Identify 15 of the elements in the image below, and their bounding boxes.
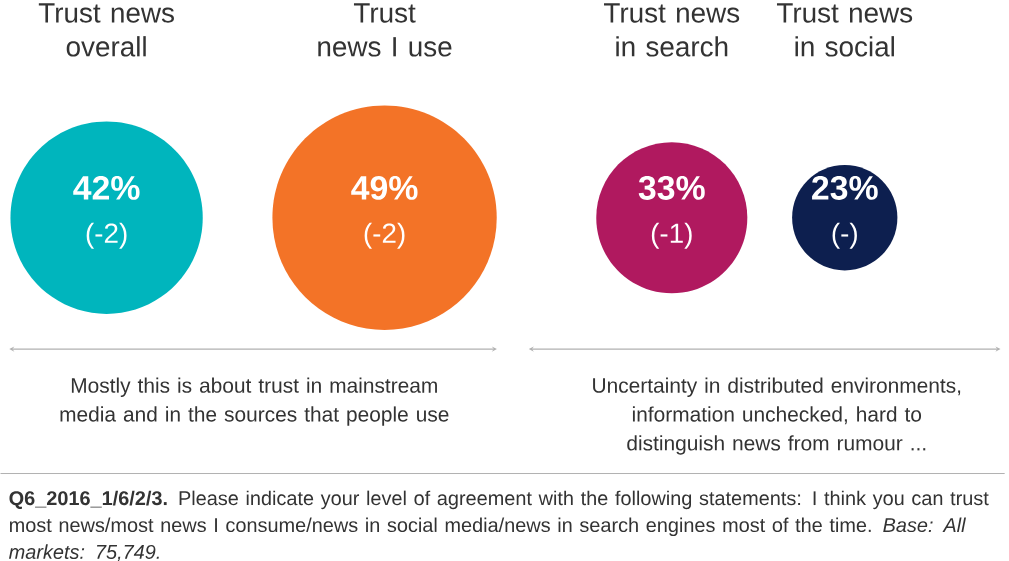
category-label: Trust news in social: [776, 3, 913, 57]
category-label: Trust news overall: [38, 3, 174, 57]
text: Mostly this is about trust in mainstream media and in the sources that people use: [60, 377, 449, 426]
data-label: 23%: [812, 175, 878, 200]
data-label: 42%: [73, 175, 140, 200]
category-label: Trust news I use: [318, 3, 452, 57]
data-label: 33%: [638, 175, 705, 200]
text: (-1): [651, 222, 692, 249]
text: (-2): [86, 222, 127, 249]
text: Uncertainty in distributed environments, information unchecked, hard to distinguish news from rumour ...: [593, 377, 961, 455]
text: (-): [832, 222, 857, 249]
text: Q6_2016_1/6/2/3. Please indicate your level of agreement with the following statements: I think you can trust most news/most news I consume/news in social media/news in search engines most of the time. Base: All markets: 75,749.: [9, 490, 989, 561]
category-label: Trust news in search: [604, 3, 740, 57]
text: (-2): [364, 222, 405, 249]
data-label: 49%: [351, 175, 418, 200]
